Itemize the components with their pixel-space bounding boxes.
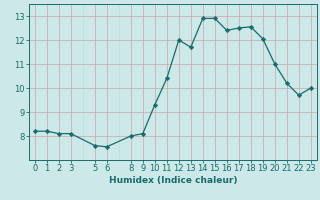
X-axis label: Humidex (Indice chaleur): Humidex (Indice chaleur) — [108, 176, 237, 185]
